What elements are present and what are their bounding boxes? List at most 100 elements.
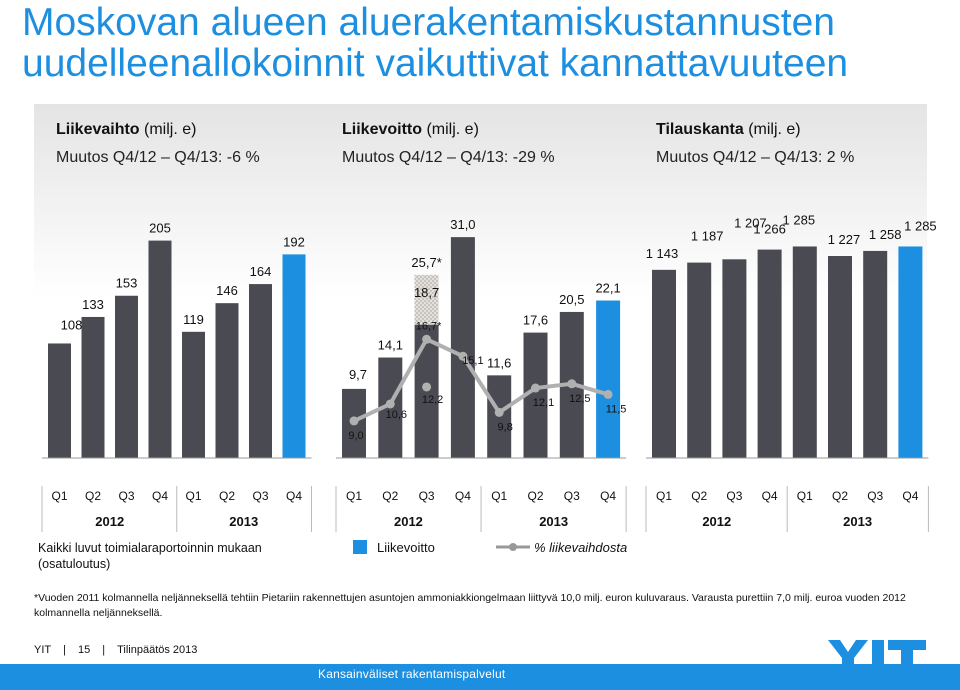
category-label-operating-profit-4: Q1 (491, 489, 507, 503)
year-label-operating-profit-2013: 2013 (539, 514, 568, 529)
bar-label-order-backlog-0: 1 143 (646, 246, 679, 261)
category-label-order-backlog-2: Q3 (726, 489, 742, 503)
bar-label-revenue-5: 146 (216, 283, 238, 298)
legend-bar: Liikevoitto (353, 540, 435, 555)
bar-label-order-backlog-3: 1 266 (753, 222, 786, 237)
line-point-5 (531, 383, 540, 393)
panel-unit-order-backlog: (milj. e) (743, 121, 801, 138)
category-label-order-backlog-6: Q3 (867, 489, 883, 503)
panel-unit-revenue: (milj. e) (139, 121, 197, 138)
bar-revenue-7 (282, 254, 306, 458)
panel-change-order-backlog: Muutos Q4/12 – Q4/13: 2 % (656, 149, 855, 166)
panel-change-revenue: Muutos Q4/12 – Q4/13: -6 % (56, 149, 260, 166)
bar-label-operating-profit-3: 31,0 (450, 217, 475, 232)
year-label-order-backlog-2012: 2012 (702, 514, 731, 529)
category-label-revenue-0: Q1 (51, 489, 67, 503)
bar-label-order-backlog-4: 1 285 (783, 212, 816, 227)
bar-label-order-backlog-1: 1 187 (691, 229, 724, 244)
bar-revenue-0 (48, 343, 71, 458)
category-label-operating-profit-5: Q2 (527, 489, 543, 503)
footer-company: YIT (34, 644, 52, 656)
bar-label-operating-profit-6: 20,5 (559, 292, 584, 307)
line-point-6 (567, 379, 577, 389)
category-label-revenue-4: Q1 (185, 489, 201, 503)
panel-title-order-backlog: Tilauskanta (656, 121, 744, 138)
panel-change-operating-profit: Muutos Q4/12 – Q4/13: -29 % (342, 149, 555, 166)
legend-line-label: % liikevaihdosta (534, 540, 628, 555)
bar-label-operating-profit-7: 22,1 (595, 281, 620, 296)
line-point-2 (422, 334, 432, 344)
category-label-revenue-3: Q4 (152, 489, 168, 503)
panel-unit-operating-profit: (milj. e) (422, 121, 479, 138)
year-label-operating-profit-2012: 2012 (394, 514, 423, 529)
line-label-4: 9,8 (498, 421, 513, 433)
line-label-5: 12,1 (533, 397, 554, 409)
bar-order-backlog-2 (722, 259, 747, 458)
line-label-6: 12,5 (569, 393, 590, 405)
slide-title: Moskovan alueen aluerakentamiskustannust… (22, 1, 849, 85)
line-label-2: 12,2 (422, 394, 443, 406)
category-label-operating-profit-0: Q1 (346, 489, 362, 503)
bar-label-operating-profit-0: 9,7 (349, 367, 367, 382)
bar-revenue-3 (148, 240, 172, 458)
category-label-operating-profit-6: Q3 (564, 489, 580, 503)
bar-label-order-backlog-5: 1 227 (828, 232, 861, 247)
bar-order-backlog-1 (687, 262, 712, 458)
bar-label-operating-profit-1: 14,1 (378, 338, 403, 353)
line-series-profit-margin (353, 336, 609, 423)
bar-label-operating-profit-4: 11,6 (487, 355, 511, 370)
bottom-bar (0, 664, 960, 690)
line-label-1: 10,6 (386, 409, 407, 421)
category-label-operating-profit-7: Q4 (600, 489, 616, 503)
category-label-operating-profit-1: Q2 (382, 489, 398, 503)
legend-bar-label: Liikevoitto (377, 540, 435, 555)
line-point-4 (494, 407, 504, 417)
line-label-0: 9,0 (348, 430, 363, 442)
line-point-0 (349, 416, 359, 426)
bar-label-revenue-7: 192 (283, 234, 305, 249)
footer-document: Tilinpäätös 2013 (117, 644, 198, 656)
category-label-operating-profit-3: Q4 (455, 489, 471, 503)
bottom-bar-text: Kansainväliset rakentamispalvelut (318, 667, 506, 681)
bar-order-backlog-3 (757, 249, 782, 458)
category-label-revenue-2: Q3 (118, 489, 134, 503)
year-label-revenue-2013: 2013 (229, 514, 258, 529)
bar-revenue-2 (115, 295, 138, 458)
bar-revenue-1 (81, 316, 105, 458)
line-label-3: 15,1 (462, 355, 483, 367)
line-point-1 (385, 399, 395, 409)
category-label-operating-profit-2: Q3 (419, 489, 435, 503)
bar-operating-profit-3 (450, 237, 475, 458)
year-label-order-backlog-2013: 2013 (843, 514, 872, 529)
bar-order-backlog-7 (898, 246, 923, 458)
line-adjusted-label: 16,7* (416, 320, 442, 332)
bar-order-backlog-0 (652, 269, 676, 458)
bar-label-order-backlog-7: 1 285 (904, 218, 937, 233)
bar-order-backlog-5 (828, 256, 852, 458)
reporting-note: Kaikki luvut toimialaraportoinnin mukaan… (38, 541, 262, 571)
bar-order-backlog-6 (863, 250, 888, 458)
line-label-7: 11,5 (606, 403, 627, 415)
bar-revenue-4 (182, 331, 205, 458)
panel-title-operating-profit: Liikevoitto (342, 121, 423, 138)
category-label-revenue-1: Q2 (85, 489, 101, 503)
legend-line: % liikevaihdosta (496, 540, 627, 555)
line-point-7 (603, 389, 613, 399)
line-point-3 (458, 351, 468, 361)
category-label-order-backlog-7: Q4 (902, 489, 918, 503)
category-label-order-backlog-4: Q1 (797, 489, 813, 503)
footer: YIT | 15 | Tilinpäätös 2013 (34, 644, 198, 656)
legend-bar-swatch (353, 540, 367, 554)
panel-header-order-backlog: Tilauskanta (milj. e) Muutos Q4/12 – Q4/… (656, 120, 854, 168)
bar-adjusted-operating-profit-2 (414, 274, 439, 325)
bar-label-operating-profit-5: 17,6 (523, 313, 548, 328)
category-label-revenue-7: Q4 (286, 489, 302, 503)
category-label-order-backlog-1: Q2 (691, 489, 707, 503)
bar-label-order-backlog-6: 1 258 (869, 227, 902, 242)
bar-label-revenue-1: 133 (82, 297, 104, 312)
legend-line-icon (496, 543, 530, 551)
bar-label-revenue-0: 108 (61, 317, 83, 332)
category-label-revenue-6: Q3 (252, 489, 268, 503)
category-label-order-backlog-5: Q2 (832, 489, 848, 503)
